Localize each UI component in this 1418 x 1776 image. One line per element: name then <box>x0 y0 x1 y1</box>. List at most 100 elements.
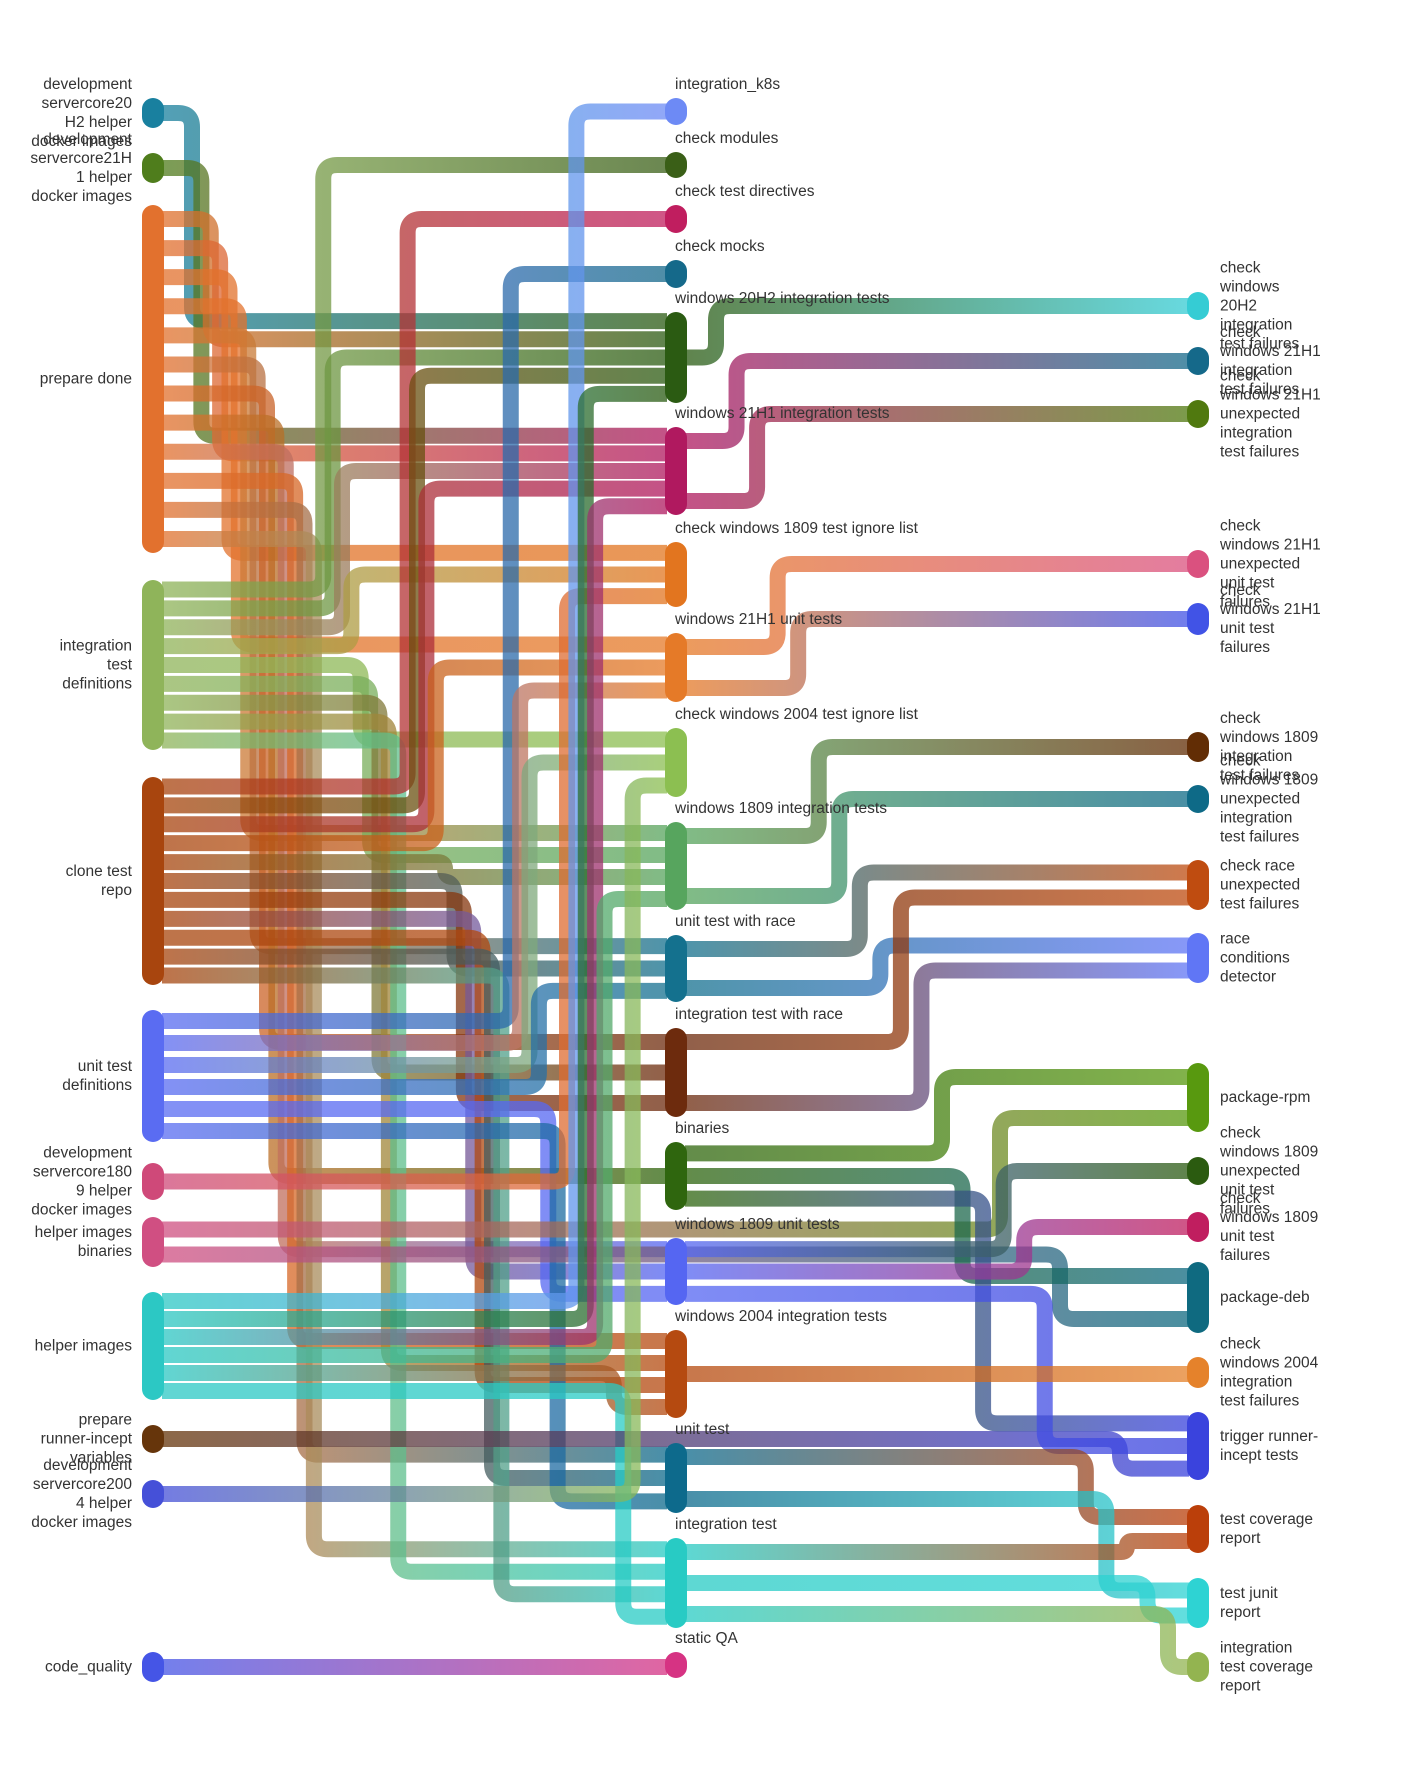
label-race_detector: race conditions detector <box>1220 931 1290 986</box>
edge-clone_repo-win21h1_it <box>162 480 667 833</box>
edge-unit_test_defs-check2004ignore <box>162 754 667 1073</box>
node-int_test[interactable]: integration test <box>665 1538 687 1628</box>
label-unit_test_defs: unit test definitions <box>62 1058 132 1094</box>
node-win2004_it[interactable]: windows 2004 integration tests <box>665 1330 687 1418</box>
node-r_1809_ut_fail[interactable]: check windows 1809 unit test failures <box>1187 1212 1209 1242</box>
node-race_unexp[interactable]: check race unexpected test failures <box>1187 860 1209 910</box>
edge-unit_test-test_coverage <box>685 1449 1189 1525</box>
node-int_coverage[interactable]: integration test coverage report <box>1187 1652 1209 1682</box>
label-win21h1_it: windows 21H1 integration tests <box>674 405 890 422</box>
node-trigger[interactable]: trigger runner-incept tests <box>1187 1412 1209 1480</box>
label-trigger: trigger runner-incept tests <box>1220 1428 1318 1464</box>
label-r_2004_fail: check windows 2004 integration test failure… <box>1219 1336 1319 1410</box>
node-r_20h2_fail[interactable]: check windows 20H2 integration test fail… <box>1187 292 1209 320</box>
label-int_race: integration test with race <box>675 1006 843 1023</box>
node-win20h2_it[interactable]: windows 20H2 integration tests <box>665 312 687 403</box>
node-r_2004_fail[interactable]: check windows 2004 integration test fail… <box>1187 1357 1209 1388</box>
node-win1809_it[interactable]: windows 1809 integration tests <box>665 822 687 910</box>
node-package_rpm[interactable]: package-rpm <box>1187 1063 1209 1132</box>
node-race_detector[interactable]: race conditions detector <box>1187 933 1209 983</box>
node-static_qa[interactable]: static QA <box>665 1652 687 1678</box>
edge-int_race-race_detector <box>685 962 1189 1111</box>
node-int_race[interactable]: integration test with race <box>665 1028 687 1117</box>
node-package_deb[interactable]: package-deb <box>1187 1262 1209 1333</box>
edge-unit_test_defs-unit_race <box>162 982 667 1095</box>
node-helper_binaries[interactable]: helper images binaries <box>142 1217 164 1267</box>
node-check1809ignore[interactable]: check windows 1809 test ignore list <box>665 542 687 607</box>
label-package_deb: package-deb <box>1220 1289 1310 1306</box>
label-win2004_it: windows 2004 integration tests <box>674 1308 887 1325</box>
edge-win1809_ut-r_1809_unexp_ut_fail <box>685 1163 1189 1258</box>
label-r_21h1_unexp_ut_fail: check windows 21H1 unexpected unit test fail… <box>1219 518 1321 611</box>
edge-win21h1_it-r_21h1_it_fail <box>685 353 1189 449</box>
label-package_rpm: package-rpm <box>1220 1089 1310 1106</box>
label-r_1809_unexp_it_fail: check windows 1809 unexpected integration te… <box>1219 753 1318 846</box>
edge-helper_images-int_test <box>162 1383 667 1625</box>
edge-helper_images-win1809_it <box>162 891 667 1363</box>
label-unit_test: unit test <box>675 1421 730 1438</box>
label-clone_repo: clone test repo <box>66 863 133 899</box>
label-r_1809_it_fail: check windows 1809 integration test failure… <box>1219 710 1318 784</box>
node-check_mocks[interactable]: check mocks <box>665 260 687 288</box>
node-unit_test[interactable]: unit test <box>665 1443 687 1513</box>
node-r_1809_it_fail[interactable]: check windows 1809 integration test fail… <box>1187 732 1209 762</box>
node-code_quality[interactable]: code_quality <box>142 1652 164 1682</box>
label-win21h1_ut: windows 21H1 unit tests <box>674 611 842 628</box>
node-r_1809_unexp_ut_fail[interactable]: check windows 1809 unexpected unit test … <box>1187 1157 1209 1185</box>
node-integration_k8s[interactable]: integration_k8s <box>665 98 687 125</box>
label-check2004ignore: check windows 2004 test ignore list <box>675 706 919 723</box>
node-win21h1_ut[interactable]: windows 21H1 unit tests <box>665 633 687 702</box>
node-r_21h1_ut_fail[interactable]: check windows 21H1 unit test failures <box>1187 603 1209 635</box>
node-test_junit[interactable]: test junit report <box>1187 1578 1209 1628</box>
node-r_21h1_unexp_it_fail[interactable]: check windows 21H1 unexpected integratio… <box>1187 400 1209 428</box>
node-check_directives[interactable]: check test directives <box>665 205 687 233</box>
edge-win21h1_ut-r_21h1_ut_fail <box>685 611 1189 696</box>
edge-binaries-package_rpm <box>685 1069 1189 1162</box>
node-helper_images[interactable]: helper images <box>142 1292 164 1400</box>
edge-clone_repo-win21h1_ut <box>162 659 667 852</box>
edge-helper_images-integration_k8s <box>162 103 667 1309</box>
edge-clone_repo-win20h2_it <box>162 367 667 814</box>
node-check2004ignore[interactable]: check windows 2004 test ignore list <box>665 728 687 797</box>
label-dev1809: development servercore180 9 helper docker i… <box>31 1145 132 1219</box>
edge-unit_test_defs-check_mocks <box>162 266 667 1029</box>
node-r_21h1_it_fail[interactable]: check windows 21H1 integration test fail… <box>1187 347 1209 375</box>
edge-win1809_it-r_1809_unexp_it_fail <box>685 791 1189 904</box>
edge-helper_binaries-package_deb <box>162 1246 1189 1327</box>
node-r_1809_unexp_it_fail[interactable]: check windows 1809 unexpected integratio… <box>1187 785 1209 813</box>
edge-win21h1_it-r_21h1_unexp_it_fail <box>685 406 1189 509</box>
label-win20h2_it: windows 20H2 integration tests <box>674 290 890 307</box>
node-prepare_done[interactable]: prepare done <box>142 205 164 553</box>
edge-int_test_defs-win21h1_it <box>162 463 667 636</box>
label-check_mocks: check mocks <box>675 238 765 255</box>
edge-win20h2_it-r_20h2_fail <box>685 298 1189 366</box>
label-helper_binaries: helper images binaries <box>35 1224 133 1260</box>
node-r_21h1_unexp_ut_fail[interactable]: check windows 21H1 unexpected unit test … <box>1187 550 1209 578</box>
node-win21h1_it[interactable]: windows 21H1 integration tests <box>665 427 687 515</box>
label-helper_images: helper images <box>35 1338 133 1355</box>
node-prepare_runner[interactable]: prepare runner-incept variables <box>142 1425 164 1453</box>
label-int_test_defs: integration test definitions <box>60 638 133 693</box>
label-int_test: integration test <box>675 1516 777 1533</box>
label-test_junit: test junit report <box>1220 1585 1278 1621</box>
label-code_quality: code_quality <box>45 1659 132 1676</box>
edge-int_race-race_unexp <box>685 889 1189 1050</box>
node-binaries[interactable]: binaries <box>665 1142 687 1210</box>
node-unit_test_defs[interactable]: unit test definitions <box>142 1010 164 1142</box>
label-static_qa: static QA <box>675 1630 739 1647</box>
label-dev2004: development servercore200 4 helper docker i… <box>31 1457 132 1531</box>
node-test_coverage[interactable]: test coverage report <box>1187 1505 1209 1553</box>
edge-helper_images-win20h2_it <box>162 385 667 1327</box>
label-integration_k8s: integration_k8s <box>675 76 780 93</box>
node-unit_race[interactable]: unit test with race <box>665 935 687 1002</box>
node-check_modules[interactable]: check modules <box>665 152 687 178</box>
node-clone_repo[interactable]: clone test repo <box>142 777 164 985</box>
node-int_test_defs[interactable]: integration test definitions <box>142 580 164 750</box>
node-win1809_ut[interactable]: windows 1809 unit tests <box>665 1238 687 1305</box>
edge-int_test-int_coverage <box>685 1606 1189 1675</box>
